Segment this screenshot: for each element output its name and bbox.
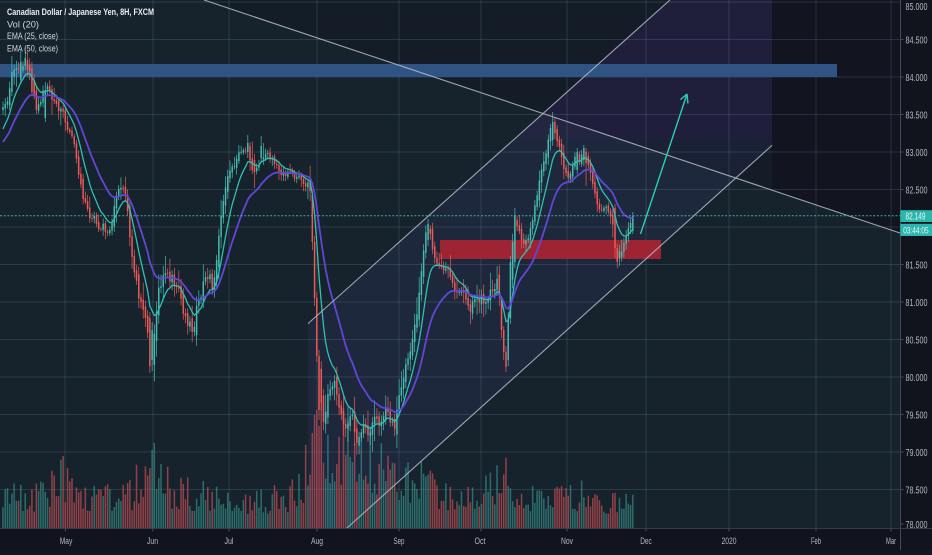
svg-text:78.000: 78.000 (906, 520, 928, 531)
svg-text:85.000: 85.000 (906, 2, 928, 13)
svg-text:Vol (20): Vol (20) (7, 20, 39, 30)
svg-text:2020: 2020 (722, 536, 737, 546)
svg-text:Jul: Jul (225, 536, 234, 546)
svg-text:Mar: Mar (886, 536, 896, 546)
svg-text:EMA (25, close): EMA (25, close) (7, 31, 58, 41)
svg-text:83.000: 83.000 (906, 148, 928, 159)
svg-text:83.500: 83.500 (906, 111, 928, 122)
svg-text:80.000: 80.000 (906, 373, 928, 384)
svg-text:May: May (60, 536, 73, 546)
svg-text:79.500: 79.500 (906, 411, 928, 422)
svg-text:84.500: 84.500 (906, 36, 928, 47)
svg-text:78.500: 78.500 (906, 486, 928, 497)
svg-text:Sep: Sep (394, 536, 405, 546)
svg-text:84.000: 84.000 (906, 73, 928, 84)
svg-text:80.500: 80.500 (906, 336, 928, 347)
svg-text:82.500: 82.500 (906, 186, 928, 197)
svg-text:79.000: 79.000 (906, 448, 928, 459)
svg-text:81.500: 81.500 (906, 261, 928, 272)
svg-text:Oct: Oct (475, 536, 486, 546)
svg-text:EMA (50, close): EMA (50, close) (7, 44, 58, 54)
svg-text:Feb: Feb (811, 536, 821, 546)
svg-text:82.149: 82.149 (906, 212, 926, 223)
svg-text:Nov: Nov (561, 536, 573, 546)
svg-text:03:44:05: 03:44:05 (903, 225, 929, 235)
svg-text:Aug: Aug (311, 536, 323, 546)
svg-text:Canadian Dollar / Japanese Yen: Canadian Dollar / Japanese Yen, 8H, FXCM (7, 7, 154, 18)
svg-text:81.000: 81.000 (906, 298, 928, 309)
svg-text:Jun: Jun (147, 536, 158, 546)
svg-text:Dec: Dec (640, 536, 652, 546)
